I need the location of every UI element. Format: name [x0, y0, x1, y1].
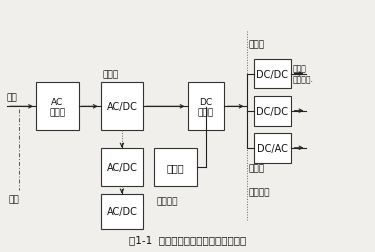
- Text: 基础电源: 基础电源: [156, 197, 178, 206]
- Text: AC
配电屏: AC 配电屏: [49, 97, 65, 117]
- Bar: [100, 148, 143, 186]
- Text: 市电: 市电: [6, 92, 17, 102]
- Text: AC/DC: AC/DC: [106, 207, 137, 217]
- Text: AC/DC: AC/DC: [106, 162, 137, 172]
- Bar: [36, 83, 78, 131]
- Text: 逆变器: 逆变器: [249, 163, 265, 172]
- Text: 变换器: 变换器: [249, 40, 265, 49]
- Bar: [154, 148, 197, 186]
- Bar: [254, 97, 291, 126]
- Text: DC/AC: DC/AC: [257, 143, 288, 153]
- Text: 交换机
功能元件.: 交换机 功能元件.: [293, 64, 314, 84]
- Text: DC/DC: DC/DC: [256, 106, 288, 116]
- Bar: [254, 59, 291, 89]
- Bar: [100, 83, 143, 131]
- Text: DC
配电屏: DC 配电屏: [198, 97, 214, 117]
- Text: 机架电源: 机架电源: [249, 188, 270, 197]
- Text: DC/DC: DC/DC: [256, 69, 288, 79]
- Text: 蓄电池: 蓄电池: [166, 162, 184, 172]
- Bar: [100, 194, 143, 230]
- Bar: [188, 83, 225, 131]
- Text: 整流器: 整流器: [102, 70, 118, 79]
- Text: 油机: 油机: [8, 194, 19, 203]
- Text: AC/DC: AC/DC: [106, 102, 137, 112]
- Text: 图1-1  程控数字通信系统基础电源设备: 图1-1 程控数字通信系统基础电源设备: [129, 234, 246, 244]
- Bar: [254, 133, 291, 163]
